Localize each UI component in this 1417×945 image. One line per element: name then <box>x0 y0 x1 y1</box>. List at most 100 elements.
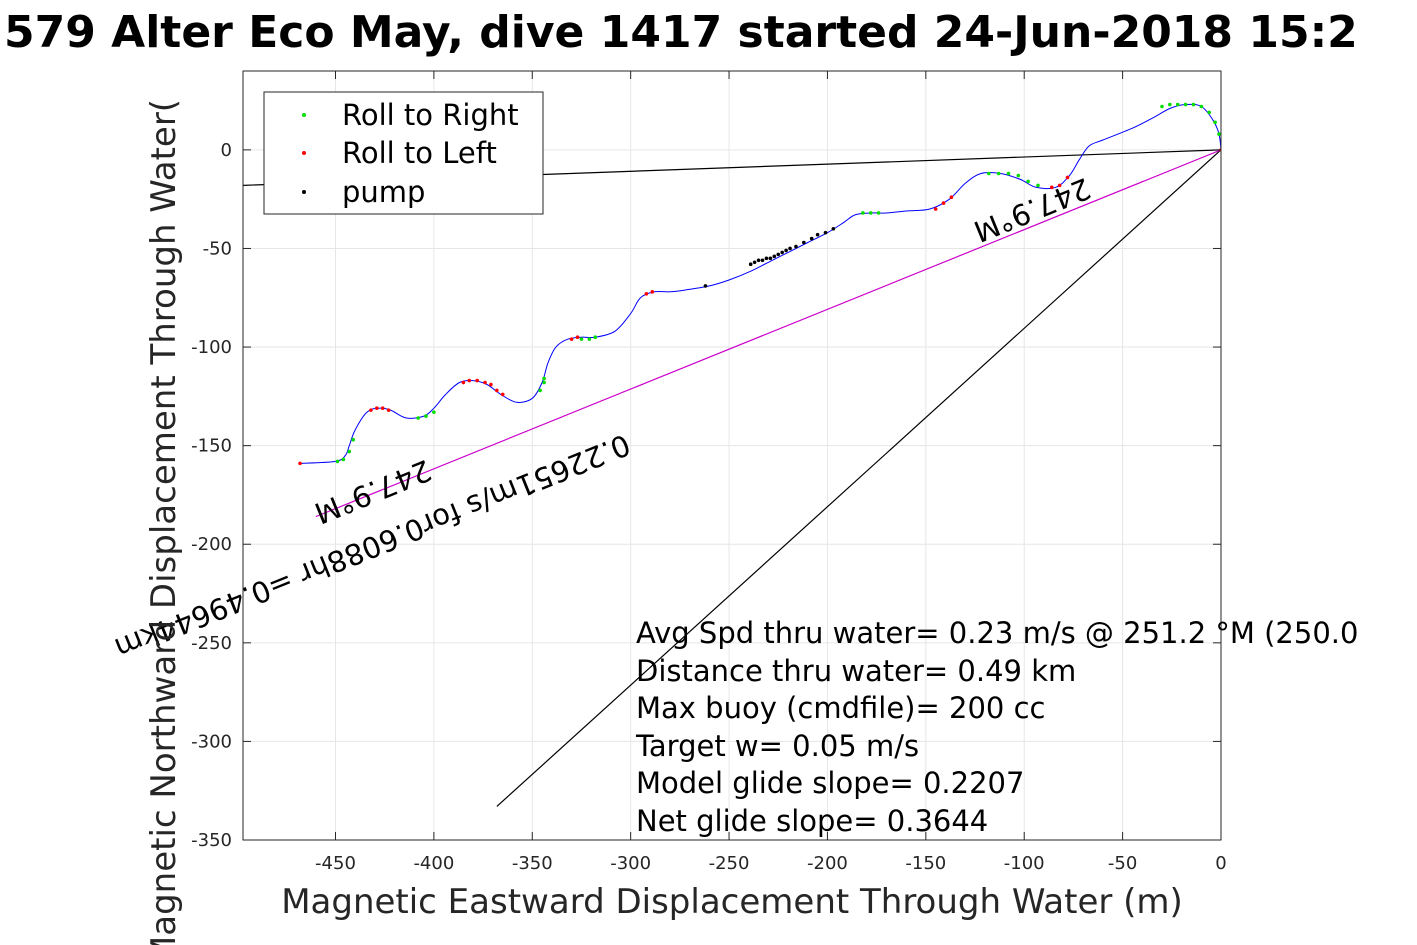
x-tick-label: -150 <box>905 853 946 874</box>
axes-box <box>242 70 1222 841</box>
pump-point <box>772 254 777 259</box>
pump-point <box>748 262 753 267</box>
roll-left-point <box>467 378 472 383</box>
info-net-glide: Net glide slope= 0.3644 <box>636 804 988 838</box>
roll-left-point <box>941 201 946 205</box>
x-axis-label: Magnetic Eastward Displacement Through W… <box>281 882 1183 922</box>
pump-point <box>809 236 814 241</box>
roll-right-point <box>1026 179 1030 184</box>
pump-point <box>831 226 836 231</box>
y-tick-label: -250 <box>191 633 232 654</box>
roll-left-point <box>569 337 574 341</box>
roll-left-point <box>380 406 385 410</box>
roll-right-point <box>861 211 865 215</box>
pump-point <box>815 232 820 237</box>
legend-label-roll-right: Roll to Right <box>342 98 519 132</box>
roll-left-point <box>369 408 373 412</box>
legend-label-roll-left: Roll to Left <box>342 136 497 170</box>
info-model-glide: Model glide slope= 0.2207 <box>636 766 1024 800</box>
roll-right-point <box>868 211 873 215</box>
roll-right-point <box>1006 171 1011 176</box>
y-tick-label: -200 <box>191 534 232 555</box>
y-tick-label: -100 <box>191 337 232 358</box>
roll-left-point <box>375 406 379 410</box>
roll-right-point <box>1199 104 1204 109</box>
roll-right-point <box>538 388 542 393</box>
roll-right-point <box>335 459 340 464</box>
chart-title: 579 Alter Eco May, dive 1417 started 24-… <box>4 7 1358 58</box>
roll-left-point <box>489 382 493 387</box>
info-target-w: Target w= 0.05 m/s <box>635 729 919 763</box>
roll-right-point <box>1207 110 1211 115</box>
pump-point <box>764 256 769 261</box>
roll-right-point <box>347 449 352 454</box>
tick-layer: -450 -400 -350 -300 -250 -200 -150 -100 -50 0 0 -50… <box>191 71 1227 874</box>
x-tick-label: -250 <box>709 853 750 874</box>
legend: Roll to Right Roll to Left pump <box>263 91 544 215</box>
roll-right-point <box>593 335 598 339</box>
roll-right-point <box>351 437 355 442</box>
x-tick-label: -400 <box>413 853 454 874</box>
roll-right-point <box>1213 120 1217 125</box>
pump-point <box>752 260 757 265</box>
x-tick-label: -50 <box>1108 853 1137 874</box>
legend-box <box>263 91 544 215</box>
roll-right-point <box>542 376 546 381</box>
roll-right-point <box>1160 104 1164 109</box>
heading-line <box>496 149 1221 807</box>
pump-point <box>788 246 792 251</box>
roll-left-point <box>949 195 954 199</box>
roll-right-point <box>432 410 436 414</box>
pump-point <box>780 250 784 255</box>
current-line <box>315 149 1221 518</box>
x-tick-label: -350 <box>512 853 553 874</box>
roll-left-point <box>500 392 505 397</box>
roll-left-point <box>461 380 466 385</box>
info-avg-speed: Avg Spd thru water= 0.23 m/s @ 251.2 °M … <box>636 616 1358 650</box>
pump-point <box>784 248 788 253</box>
y-axis-label: Magnetic Northward Displacement Through … <box>144 99 184 945</box>
roll-left-point <box>1057 183 1062 188</box>
x-tick-label: -200 <box>807 853 848 874</box>
legend-marker-roll-right <box>302 113 306 117</box>
y-tick-label: -350 <box>191 830 232 851</box>
info-distance: Distance thru water= 0.49 km <box>636 654 1076 688</box>
roll-left-point <box>650 290 655 294</box>
roll-left-point <box>933 207 938 211</box>
roll-left-point <box>483 380 487 385</box>
x-tick-label: 0 <box>1215 853 1226 874</box>
pump-point <box>760 258 765 263</box>
pump-point <box>823 230 828 235</box>
roll-left-point <box>1065 175 1070 180</box>
roll-right-point <box>1036 183 1040 188</box>
y-tick-label: -150 <box>191 436 232 457</box>
x-tick-label: -100 <box>1004 853 1045 874</box>
legend-marker-roll-left <box>302 151 306 155</box>
glider-track-line <box>300 103 1221 464</box>
roll-right-point <box>542 380 546 385</box>
legend-label-pump: pump <box>342 175 425 209</box>
legend-marker-pump <box>302 190 306 194</box>
roll-right-point <box>587 337 592 341</box>
roll-right-point <box>1183 102 1188 107</box>
roll-left-point <box>495 388 499 393</box>
roll-right-point <box>986 171 991 176</box>
info-max-buoy: Max buoy (cmdfile)= 200 cc <box>636 691 1045 725</box>
x-tick-label: -300 <box>610 853 651 874</box>
roll-right-point <box>996 171 1001 176</box>
pump-point <box>776 252 781 257</box>
pump-point <box>768 256 773 261</box>
y-tick-label: -300 <box>191 731 232 752</box>
x-tick-label: -450 <box>315 853 356 874</box>
info-text-block: Avg Spd thru water= 0.23 m/s @ 251.2 °M … <box>635 616 1358 838</box>
roll-left-point <box>298 461 302 466</box>
roll-right-point <box>1175 102 1180 107</box>
roll-right-point <box>1191 102 1196 107</box>
pump-point <box>794 244 798 249</box>
roll-right-point <box>341 457 346 462</box>
roll-right-point <box>416 416 420 420</box>
roll-left-point <box>475 378 479 383</box>
roll-left-point <box>644 292 649 296</box>
roll-left-point <box>1049 185 1054 190</box>
